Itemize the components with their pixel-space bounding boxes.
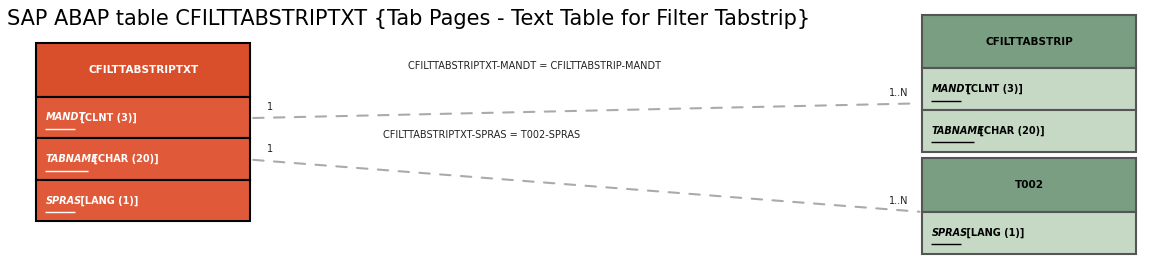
Text: T002: T002 <box>1015 180 1044 190</box>
FancyBboxPatch shape <box>922 15 1137 69</box>
FancyBboxPatch shape <box>922 158 1137 212</box>
Text: CFILTTABSTRIP: CFILTTABSTRIP <box>986 37 1073 47</box>
FancyBboxPatch shape <box>36 138 251 180</box>
Text: [CHAR (20)]: [CHAR (20)] <box>91 154 159 164</box>
FancyBboxPatch shape <box>922 110 1137 151</box>
Text: 1..N: 1..N <box>889 88 908 98</box>
Text: [CLNT (3)]: [CLNT (3)] <box>964 84 1023 94</box>
Text: 1: 1 <box>267 102 273 112</box>
Text: SPRAS: SPRAS <box>45 196 81 205</box>
Text: [CLNT (3)]: [CLNT (3)] <box>78 112 137 122</box>
FancyBboxPatch shape <box>36 180 251 221</box>
FancyBboxPatch shape <box>922 69 1137 110</box>
Text: 1: 1 <box>267 144 273 154</box>
FancyBboxPatch shape <box>922 212 1137 253</box>
Text: 1..N: 1..N <box>889 196 908 206</box>
Text: MANDT: MANDT <box>45 112 86 122</box>
Text: SPRAS: SPRAS <box>931 228 967 238</box>
Text: [LANG (1)]: [LANG (1)] <box>964 228 1025 238</box>
Text: SAP ABAP table CFILTTABSTRIPTXT {Tab Pages - Text Table for Filter Tabstrip}: SAP ABAP table CFILTTABSTRIPTXT {Tab Pag… <box>7 9 810 30</box>
FancyBboxPatch shape <box>36 96 251 138</box>
Text: MANDT: MANDT <box>931 84 972 94</box>
Text: TABNAME: TABNAME <box>45 154 99 164</box>
Text: CFILTTABSTRIPTXT: CFILTTABSTRIPTXT <box>88 65 199 75</box>
Text: TABNAME: TABNAME <box>931 126 985 136</box>
Text: [LANG (1)]: [LANG (1)] <box>78 195 138 206</box>
Text: CFILTTABSTRIPTXT-SPRAS = T002-SPRAS: CFILTTABSTRIPTXT-SPRAS = T002-SPRAS <box>383 131 580 140</box>
Text: [CHAR (20)]: [CHAR (20)] <box>976 126 1045 136</box>
Text: CFILTTABSTRIPTXT-MANDT = CFILTTABSTRIP-MANDT: CFILTTABSTRIPTXT-MANDT = CFILTTABSTRIP-M… <box>408 61 661 71</box>
FancyBboxPatch shape <box>36 43 251 96</box>
